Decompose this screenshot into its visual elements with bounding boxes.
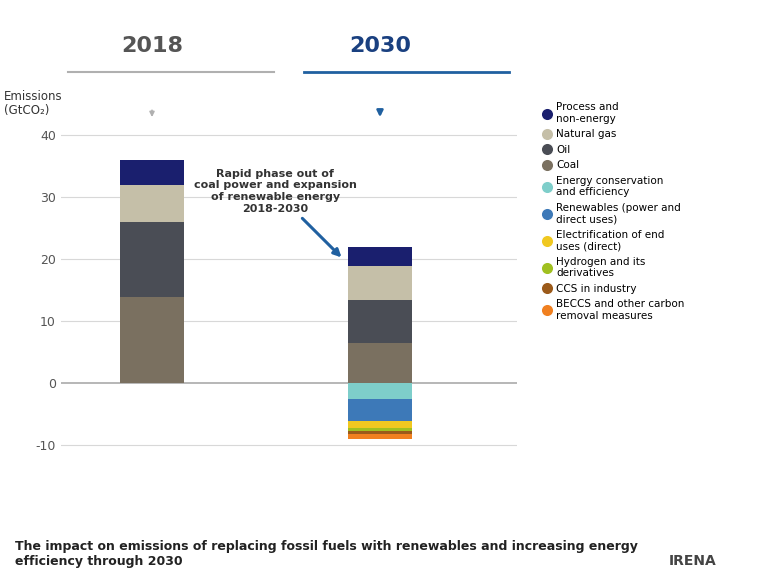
Bar [348,266,412,300]
Text: Rapid phase out of
coal power and expansion
of renewable energy
2018-2030: Rapid phase out of coal power and expans… [194,169,356,255]
Text: Emissions: Emissions [4,90,62,103]
Bar [120,160,184,185]
Legend: Process and
non-energy, Natural gas, Oil, Coal, Energy conservation
and efficien: Process and non-energy, Natural gas, Oil… [545,103,685,321]
Bar [348,431,412,434]
Text: The impact on emissions of replacing fossil fuels with renewables and increasing: The impact on emissions of replacing fos… [15,541,638,568]
Bar [348,383,412,399]
Text: IRENA: IRENA [669,554,717,568]
Text: 2030: 2030 [349,36,411,56]
Text: 2018: 2018 [121,36,183,56]
Bar [348,300,412,343]
Text: (GtCO₂): (GtCO₂) [4,104,49,117]
Bar [348,343,412,383]
Bar [348,420,412,428]
Bar [348,399,412,420]
Bar [120,222,184,296]
Bar [348,434,412,439]
Bar [348,247,412,266]
Bar [348,428,412,431]
Bar [120,296,184,383]
Bar [120,185,184,222]
